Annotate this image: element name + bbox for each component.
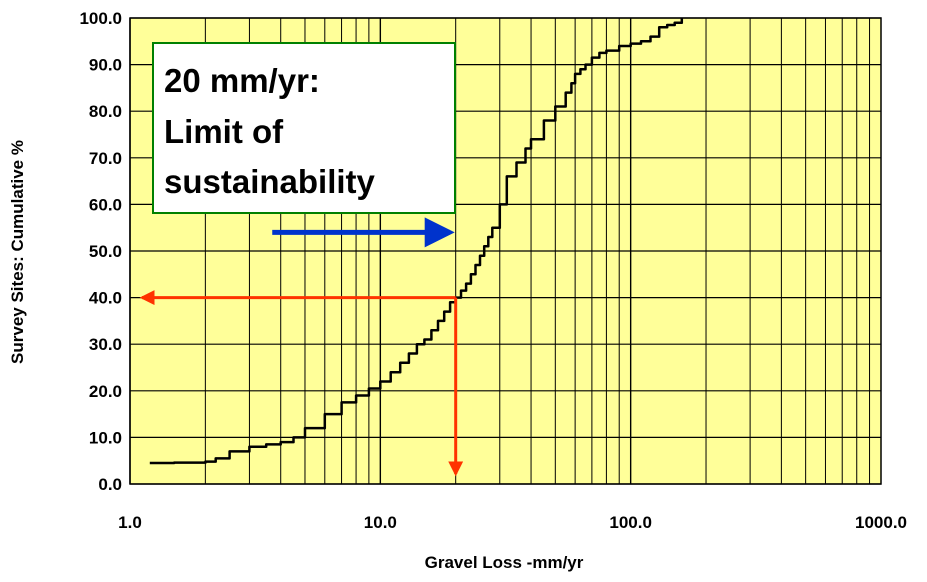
cumulative-curve xyxy=(149,18,684,465)
x-axis-tick-labels: 1.0 10.0 100.0 1000.0 xyxy=(118,513,907,532)
y-tick-label: 70.0 xyxy=(89,149,122,168)
callout-line-2: Limit of xyxy=(164,113,284,150)
y-tick-label: 60.0 xyxy=(89,195,122,214)
sustainability-callout-box xyxy=(152,42,456,214)
vertical-gridlines xyxy=(129,18,871,484)
callout-line-3: sustainability xyxy=(164,163,376,200)
y-axis-title: Survey Sites: Cumulative % xyxy=(8,140,27,364)
y-tick-label: 20.0 xyxy=(89,382,122,401)
y-tick-label: 10.0 xyxy=(89,428,122,447)
y-tick-label: 80.0 xyxy=(89,102,122,121)
y-axis-tick-labels: 0.0 10.0 20.0 30.0 40.0 50.0 60.0 70.0 80.0 90.0 1… xyxy=(79,9,122,494)
y-tick-label: 0.0 xyxy=(98,475,122,494)
callout-line-1: 20 mm/yr: xyxy=(164,62,320,99)
x-tick-label: 1000.0 xyxy=(855,513,907,532)
x-axis-title: Gravel Loss -mm/yr xyxy=(425,553,584,572)
x-tick-label: 1.0 xyxy=(118,513,142,532)
plot-frame xyxy=(129,17,882,485)
x-tick-label: 10.0 xyxy=(364,513,397,532)
y-tick-label: 90.0 xyxy=(89,56,122,75)
x-tick-label: 100.0 xyxy=(609,513,652,532)
y-tick-label: 40.0 xyxy=(89,289,122,308)
y-tick-label: 50.0 xyxy=(89,242,122,261)
y-tick-label: 30.0 xyxy=(89,335,122,354)
y-tick-label: 100.0 xyxy=(79,9,122,28)
